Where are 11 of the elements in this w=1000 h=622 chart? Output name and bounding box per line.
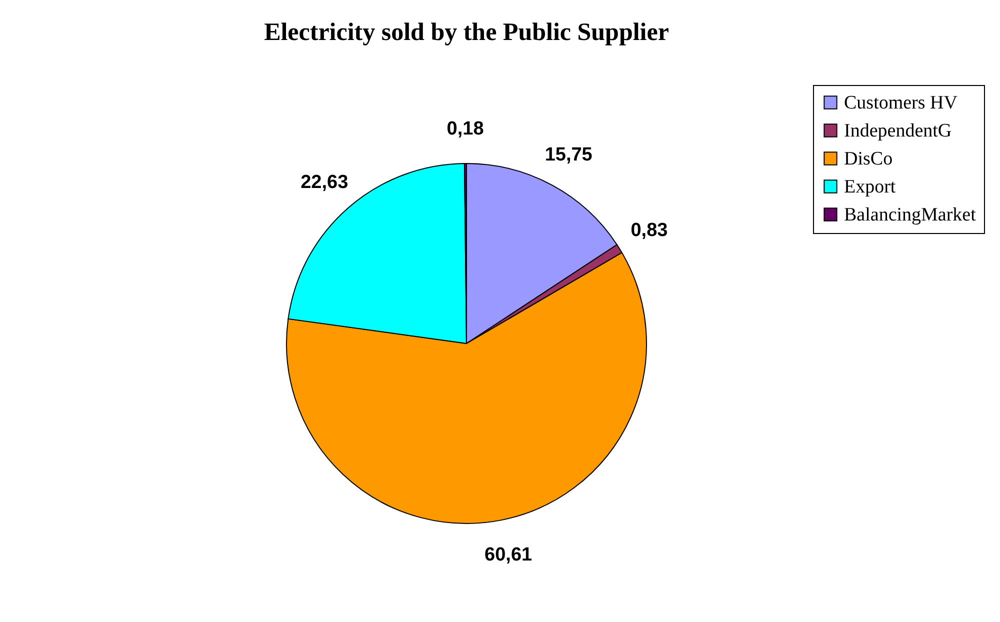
data-label: 15,75 [544,144,593,166]
data-label: 0,83 [630,220,668,242]
data-label: 22,63 [300,172,348,194]
chart-title: Electricity sold by the Public Supplier [264,19,669,46]
legend-label: DisCo [844,148,893,170]
legend-label: BalancingMarket [844,204,977,226]
legend-label: Export [844,176,896,198]
legend-label: Customers HV [844,92,958,114]
data-label: 60,61 [484,544,533,566]
legend-label: IndependentG [844,120,952,142]
data-label: 0,18 [446,118,484,140]
